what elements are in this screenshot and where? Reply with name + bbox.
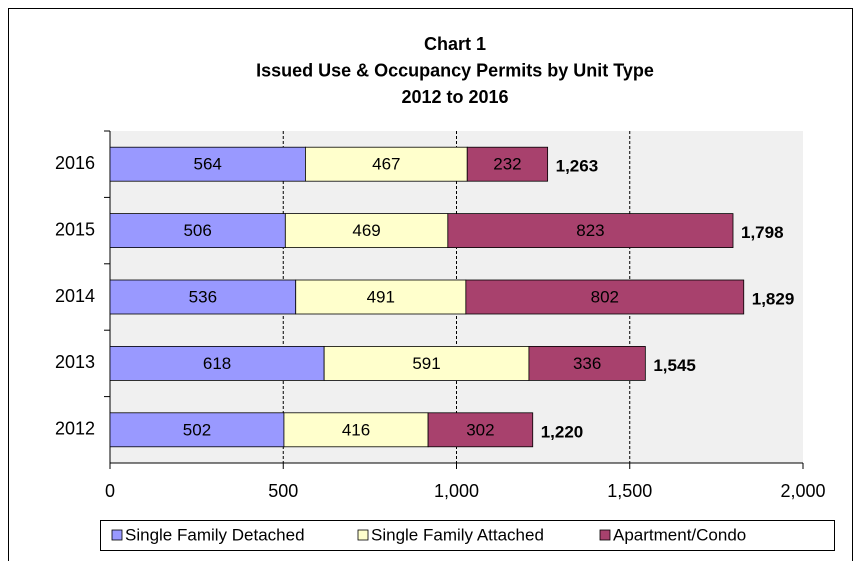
bar-value-label: 302 — [466, 420, 494, 439]
total-label: 1,829 — [752, 289, 795, 308]
bar-segment — [465, 279, 745, 315]
bar-value-label: 536 — [189, 287, 217, 306]
bar-segment — [109, 412, 285, 448]
legend-swatch — [357, 529, 369, 541]
x-tick-label: 2,000 — [780, 481, 825, 501]
bar-segment — [283, 412, 429, 448]
x-tick-label: 1,500 — [607, 481, 652, 501]
bar-segment — [284, 213, 449, 249]
bar-segment — [109, 146, 306, 182]
legend-label: Apartment/Condo — [613, 525, 746, 544]
bar-value-label: 823 — [576, 221, 604, 240]
bar-value-label: 502 — [183, 420, 211, 439]
bar-value-label: 618 — [203, 354, 231, 373]
y-tick-label: 2016 — [55, 153, 95, 173]
y-tick-label: 2012 — [55, 419, 95, 439]
bar-value-label: 506 — [183, 221, 211, 240]
chart-title: 2012 to 2016 — [401, 87, 508, 107]
legend-label: Single Family Detached — [125, 525, 305, 544]
legend-swatch — [111, 529, 123, 541]
total-label: 1,545 — [653, 356, 696, 375]
bar-value-label: 491 — [367, 287, 395, 306]
bar-value-label: 416 — [342, 420, 370, 439]
bar-segment — [109, 345, 325, 381]
chart-title: Issued Use & Occupancy Permits by Unit T… — [256, 60, 654, 80]
bar-value-label: 802 — [591, 287, 619, 306]
chart-title: Chart 1 — [424, 34, 486, 54]
bar-value-label: 591 — [412, 354, 440, 373]
x-tick-label: 0 — [105, 481, 115, 501]
x-tick-label: 500 — [268, 481, 298, 501]
bar-segment — [528, 345, 646, 381]
bar-segment — [427, 412, 534, 448]
bar-value-label: 469 — [352, 221, 380, 240]
x-tick-label: 1,000 — [434, 481, 479, 501]
bar-value-label: 336 — [573, 354, 601, 373]
bar-value-label: 232 — [493, 155, 521, 174]
total-label: 1,220 — [541, 422, 584, 441]
bar-segment — [323, 345, 530, 381]
y-tick-label: 2015 — [55, 219, 95, 239]
bar-value-label: 467 — [372, 155, 400, 174]
legend-swatch — [599, 529, 611, 541]
bar-segment — [305, 146, 468, 182]
legend-box — [100, 520, 835, 551]
bar-value-label: 564 — [194, 155, 222, 174]
bar-segment — [466, 146, 549, 182]
bar-segment — [295, 279, 467, 315]
bar-segment — [447, 213, 734, 249]
total-label: 1,798 — [741, 223, 784, 242]
total-label: 1,263 — [556, 157, 599, 176]
bar-segment — [109, 213, 286, 249]
y-tick-label: 2014 — [55, 286, 95, 306]
y-tick-label: 2013 — [55, 352, 95, 372]
legend-label: Single Family Attached — [371, 525, 544, 544]
